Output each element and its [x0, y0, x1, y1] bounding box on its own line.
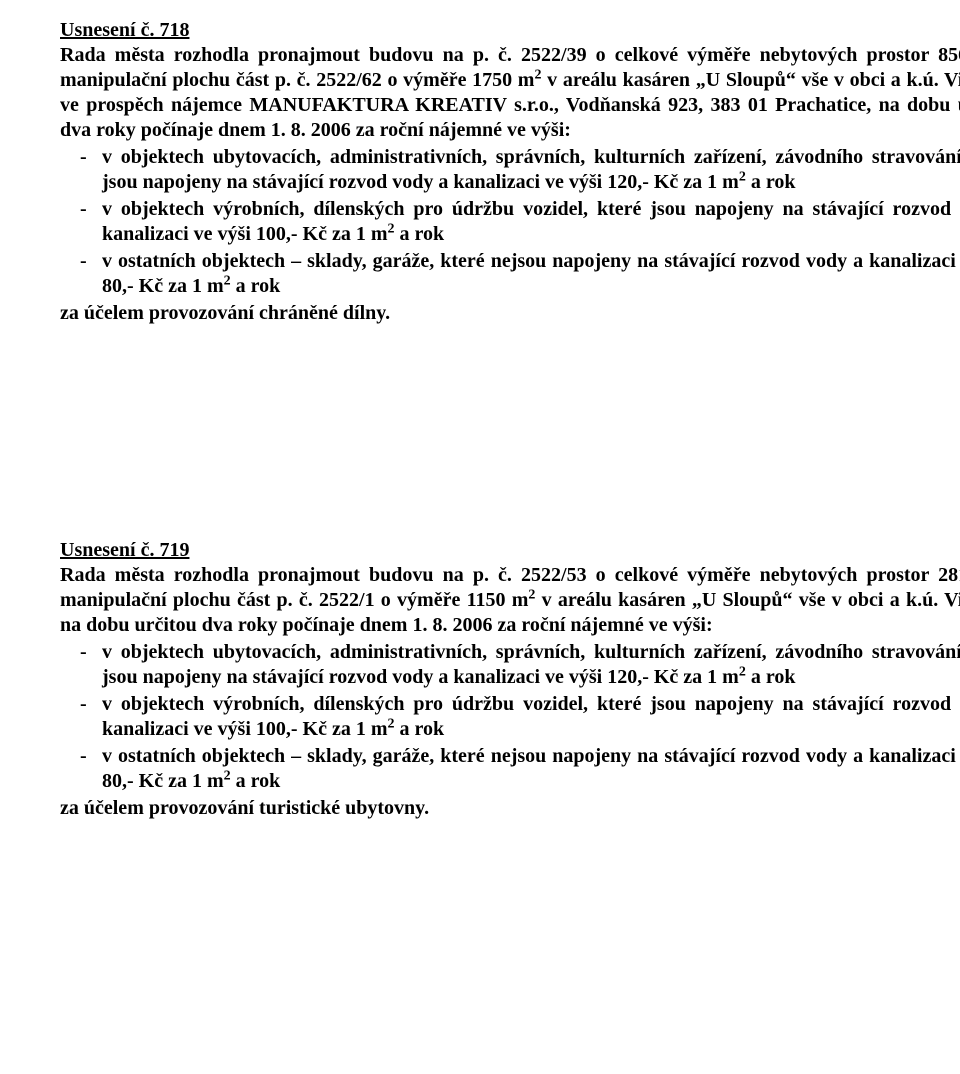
resolution-closing: za účelem provozování turistické ubytovn…	[60, 796, 960, 821]
resolution-closing: za účelem provozování chráněné dílny.	[60, 301, 960, 326]
bullet-item: v objektech výrobních, dílenských pro úd…	[60, 197, 960, 247]
resolution-intro: Rada města rozhodla pronajmout budovu na…	[60, 43, 960, 143]
bullet-item: v ostatních objektech – sklady, garáže, …	[60, 249, 960, 299]
bullet-item: v ostatních objektech – sklady, garáže, …	[60, 744, 960, 794]
resolution-718: Usnesení č. 718 Rada města rozhodla pron…	[60, 18, 960, 326]
bullet-item: v objektech ubytovacích, administrativní…	[60, 640, 960, 690]
resolution-intro: Rada města rozhodla pronajmout budovu na…	[60, 563, 960, 638]
resolution-bullets: v objektech ubytovacích, administrativní…	[60, 640, 960, 794]
resolution-title: Usnesení č. 719	[60, 538, 960, 563]
section-gap	[60, 328, 960, 538]
bullet-item: v objektech ubytovacích, administrativní…	[60, 145, 960, 195]
resolution-719: Usnesení č. 719 Rada města rozhodla pron…	[60, 538, 960, 821]
bullet-item: v objektech výrobních, dílenských pro úd…	[60, 692, 960, 742]
resolution-title: Usnesení č. 718	[60, 18, 960, 43]
resolution-bullets: v objektech ubytovacích, administrativní…	[60, 145, 960, 299]
